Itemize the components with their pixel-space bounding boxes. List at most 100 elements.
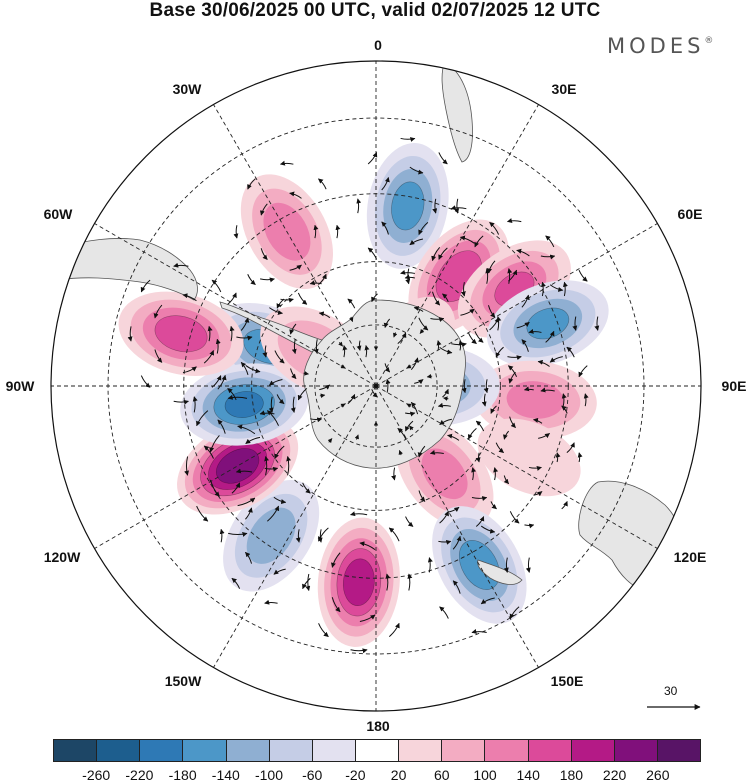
wind-arrow [496,316,502,331]
wind-arrow [347,393,356,405]
chart-title: Base 30/06/2025 00 UTC, valid 02/07/2025… [149,0,601,21]
wind-arrow [319,384,331,391]
wind-arrow [388,527,400,542]
wind-arrow [381,176,390,191]
wind-arrow [247,274,256,286]
colorbar-swatch [183,740,227,761]
wind-arrow [245,436,261,445]
wind-arrow [503,475,510,485]
wind-arrow [489,221,500,235]
wind-arrow [289,191,302,199]
wind-arrow [367,247,378,260]
wind-arrow [563,281,568,297]
colorbar-tick-label: -260 [82,767,111,783]
wind-vectors [127,137,600,654]
wind-arrow [447,433,460,441]
wind-arrow [509,416,516,429]
modes-logo: MODES® [607,34,713,58]
wind-arrow [318,623,329,638]
wind-arrow [583,393,589,407]
wind-arrow [483,379,489,394]
colorbar-tick-label: -220 [125,767,154,783]
wind-arrow [417,445,426,458]
wind-arrow [302,482,311,494]
colorbar-tick-label: 180 [559,767,584,783]
wind-arrow [359,541,376,551]
colorbar-swatch [269,740,313,761]
wind-arrow [506,218,522,223]
wind-arrow [406,403,412,408]
wind-arrow [219,528,225,543]
wind-arrow [319,393,326,398]
wind-arrow [313,224,319,239]
wind-arrow [521,294,530,308]
longitude-label: 60W [43,206,73,222]
wind-arrow [279,160,294,166]
wind-arrow [432,291,441,306]
south-america-land [57,238,198,301]
wind-arrow [397,332,407,345]
wind-arrow [438,152,448,165]
wind-arrow [262,345,268,358]
wind-arrow [383,318,391,329]
wind-arrow [418,221,429,236]
wind-arrow [507,268,513,284]
wind-arrow [474,235,484,248]
wind-arrow [260,248,268,260]
wind-arrow [481,393,487,407]
wind-arrow [276,298,285,309]
wind-arrow [541,281,546,297]
wind-arrow [414,379,424,385]
wind-arrow [367,152,378,165]
colorbar-swatch [355,740,400,761]
wind-arrow [495,442,504,454]
wind-arrow [182,366,197,374]
wind-arrow [318,178,327,190]
latitude-circle-75 [314,324,438,448]
wind-arrow [173,262,189,268]
wind-arrow [154,349,163,363]
wind-arrow [269,307,283,315]
wind-arrow [400,137,416,142]
wind-arrow [410,401,419,415]
wind-arrow [508,269,518,282]
wind-arrow [490,501,497,510]
wind-arrow [350,648,368,654]
wind-arrow [480,597,495,605]
longitude-label: 0 [374,37,382,53]
wind-arrow [419,328,425,334]
wind-arrow [566,346,575,358]
longitude-label: 120E [673,549,707,565]
wind-arrow [405,516,414,527]
wind-arrow [458,340,464,351]
wind-arrow [173,399,189,405]
anomaly-center-12 [223,480,320,592]
wind-arrow [438,539,452,545]
wind-arrow [509,606,520,620]
wind-arrow [264,456,270,476]
colorbar-swatch [54,740,98,761]
wind-arrow [437,402,451,408]
wind-arrow [566,442,575,454]
antarctic-peninsula-land [219,301,323,353]
wind-arrow [471,628,487,634]
wind-arrow [418,490,426,502]
wind-arrow [407,573,413,591]
colorbar-swatch [657,740,701,761]
wind-arrow [245,551,253,564]
wind-arrow [467,427,477,440]
wind-arrow [480,525,496,534]
wind-arrow [475,420,485,432]
wind-arrow [196,410,209,427]
wind-arrow [549,284,564,292]
wind-arrow [460,308,475,316]
wind-arrow [229,325,235,342]
colorbar-tick-label: 260 [646,767,670,783]
wind-arrow [240,317,250,331]
wind-arrow [340,364,346,369]
wind-arrow [182,293,197,302]
wind-arrow [495,346,504,358]
wind-arrow [427,557,433,573]
wind-arrow [231,482,241,494]
wind-arrow [349,316,354,323]
